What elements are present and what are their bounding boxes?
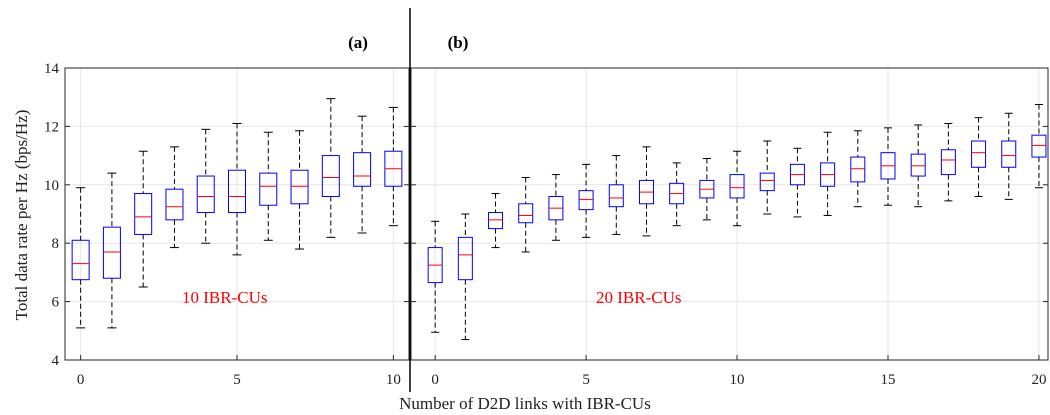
x-tick-label: 20 (1031, 372, 1046, 388)
x-tick-label: 5 (582, 372, 590, 388)
box-6 (259, 131, 278, 241)
panel-a-boxes (71, 98, 403, 329)
box-4 (196, 128, 215, 244)
iqr-box (228, 169, 246, 214)
box-7 (290, 130, 309, 250)
iqr-box (729, 174, 745, 199)
iqr-box (165, 188, 184, 221)
iqr-box (353, 152, 372, 187)
box-7 (638, 146, 654, 237)
box-1 (457, 213, 473, 341)
iqr-box (578, 190, 594, 211)
iqr-box (518, 203, 534, 224)
box-12 (789, 147, 805, 218)
box-15 (880, 127, 896, 206)
panel-b-annotation: 20 IBR-CUs (596, 288, 681, 307)
iqr-box (259, 172, 278, 206)
box-8 (669, 162, 685, 227)
x-tick-label: 10 (386, 372, 401, 388)
iqr-box (910, 153, 926, 177)
box-16 (910, 124, 926, 208)
x-axis-label: Number of D2D links with IBR-CUs (399, 394, 651, 413)
box-20 (1031, 104, 1047, 189)
box-8 (321, 98, 340, 238)
panel-b-frame (410, 67, 1049, 361)
panel-b: 0 5 10 15 20 (b) 20 IBR-CUs (410, 33, 1049, 388)
x-tick-label: 5 (233, 372, 241, 388)
y-tick-label: 12 (44, 119, 59, 135)
y-axis-label: Total data rate per Hz (bps/Hz) (12, 110, 31, 321)
iqr-box (321, 155, 340, 197)
box-2 (134, 150, 153, 288)
box-10 (384, 106, 403, 227)
box-5 (228, 122, 246, 256)
box-0 (427, 220, 443, 333)
x-tick-label: 10 (730, 372, 745, 388)
panel-a: 4 6 8 10 12 14 0 5 10 (a) 10 IBR-CUs (44, 33, 410, 388)
panel-b-label: (b) (448, 33, 469, 52)
box-9 (353, 115, 372, 234)
panel-b-x-ticks: 0 5 10 15 20 (431, 355, 1046, 388)
box-0 (71, 187, 90, 329)
panel-a-frame (64, 67, 410, 361)
panel-b-plot-area (411, 68, 1048, 360)
box-6 (608, 155, 624, 235)
panel-a-annotation: 10 IBR-CUs (182, 288, 267, 307)
iqr-box (488, 212, 504, 230)
box-4 (548, 174, 564, 241)
iqr-box (134, 193, 153, 235)
iqr-box (850, 156, 866, 183)
iqr-box (940, 149, 956, 176)
iqr-box (1001, 140, 1017, 168)
iqr-box (608, 184, 624, 208)
box-14 (850, 130, 866, 208)
y-tick-label: 14 (44, 61, 60, 77)
panel-b-boxes (427, 104, 1047, 341)
x-tick-label: 0 (431, 372, 439, 388)
panel-a-x-ticks: 0 5 10 (77, 355, 401, 388)
box-1 (102, 172, 121, 329)
box-10 (729, 150, 745, 227)
panel-a-label: (a) (348, 33, 368, 52)
box-2 (488, 193, 504, 249)
box-3 (518, 177, 534, 253)
iqr-box (1031, 134, 1047, 158)
iqr-box (102, 226, 121, 279)
x-tick-label: 0 (77, 372, 85, 388)
box-9 (699, 158, 715, 221)
box-19 (1001, 112, 1017, 200)
box-17 (940, 122, 956, 202)
iqr-box (759, 172, 775, 192)
iqr-box (971, 140, 987, 168)
y-tick-label: 10 (44, 178, 59, 194)
y-tick-label: 6 (52, 295, 60, 311)
box-5 (578, 163, 594, 238)
iqr-box (457, 236, 473, 281)
iqr-box (290, 169, 309, 205)
x-tick-label: 15 (880, 372, 895, 388)
box-13 (820, 131, 836, 216)
box-11 (759, 140, 775, 215)
box-18 (971, 117, 987, 197)
y-tick-label: 8 (52, 236, 60, 252)
iqr-box (71, 239, 90, 281)
box-3 (165, 146, 184, 249)
y-tick-label: 4 (52, 353, 60, 369)
iqr-box (196, 175, 215, 214)
